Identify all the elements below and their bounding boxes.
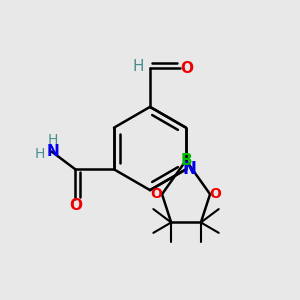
Text: H: H [132,59,144,74]
Text: O: O [209,187,221,201]
Text: B: B [180,153,192,168]
Text: N: N [47,144,59,159]
Text: O: O [151,187,163,201]
Text: O: O [181,61,194,76]
Text: H: H [48,133,58,147]
Text: N: N [183,160,196,178]
Text: H: H [35,148,45,161]
Text: O: O [69,198,82,213]
